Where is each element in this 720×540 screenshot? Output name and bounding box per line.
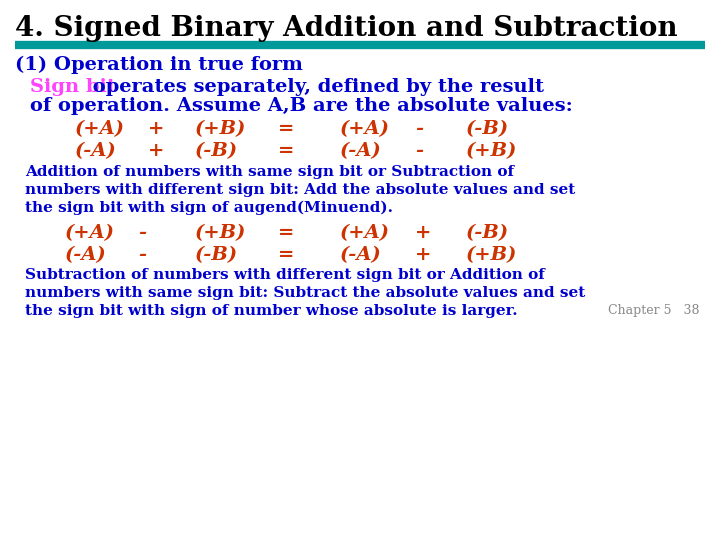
Text: =: = — [278, 142, 294, 160]
Text: =: = — [278, 224, 294, 242]
Text: numbers with same sign bit: Subtract the absolute values and set: numbers with same sign bit: Subtract the… — [25, 286, 585, 300]
Text: (+A): (+A) — [75, 120, 125, 138]
Text: Subtraction of numbers with different sign bit or Addition of: Subtraction of numbers with different si… — [25, 268, 545, 282]
Text: (+A): (+A) — [340, 120, 390, 138]
Text: =: = — [278, 120, 294, 138]
Text: (-A): (-A) — [75, 142, 117, 160]
Text: (+B): (+B) — [195, 120, 246, 138]
Text: of operation. Assume A,B are the absolute values:: of operation. Assume A,B are the absolut… — [30, 97, 572, 115]
Text: (+B): (+B) — [466, 142, 518, 160]
Text: (-B): (-B) — [195, 246, 238, 264]
Text: (1) Operation in true form: (1) Operation in true form — [15, 56, 303, 74]
Text: +: + — [415, 224, 431, 242]
Text: operates separately, defined by the result: operates separately, defined by the resu… — [86, 78, 544, 96]
Text: +: + — [415, 246, 431, 264]
Text: (-B): (-B) — [195, 142, 238, 160]
Text: (+A): (+A) — [65, 224, 115, 242]
Text: (-A): (-A) — [340, 142, 382, 160]
Text: =: = — [278, 246, 294, 264]
Text: +: + — [148, 142, 164, 160]
Text: (-A): (-A) — [340, 246, 382, 264]
Text: the sign bit with sign of number whose absolute is larger.: the sign bit with sign of number whose a… — [25, 304, 518, 318]
Text: (-A): (-A) — [65, 246, 107, 264]
Text: (-B): (-B) — [466, 224, 509, 242]
Text: numbers with different sign bit: Add the absolute values and set: numbers with different sign bit: Add the… — [25, 183, 575, 197]
Text: Chapter 5   38: Chapter 5 38 — [608, 304, 700, 317]
Text: 4. Signed Binary Addition and Subtraction: 4. Signed Binary Addition and Subtractio… — [15, 15, 678, 42]
Text: -: - — [138, 246, 146, 264]
Text: (+B): (+B) — [466, 246, 518, 264]
Text: (-B): (-B) — [466, 120, 509, 138]
Text: Sign bit: Sign bit — [30, 78, 116, 96]
Text: -: - — [415, 142, 423, 160]
Text: -: - — [138, 224, 146, 242]
Text: (+A): (+A) — [340, 224, 390, 242]
Text: (+B): (+B) — [195, 224, 246, 242]
Text: the sign bit with sign of augend(Minuend).: the sign bit with sign of augend(Minuend… — [25, 201, 393, 215]
Text: -: - — [415, 120, 423, 138]
Text: Addition of numbers with same sign bit or Subtraction of: Addition of numbers with same sign bit o… — [25, 165, 514, 179]
Text: +: + — [148, 120, 164, 138]
